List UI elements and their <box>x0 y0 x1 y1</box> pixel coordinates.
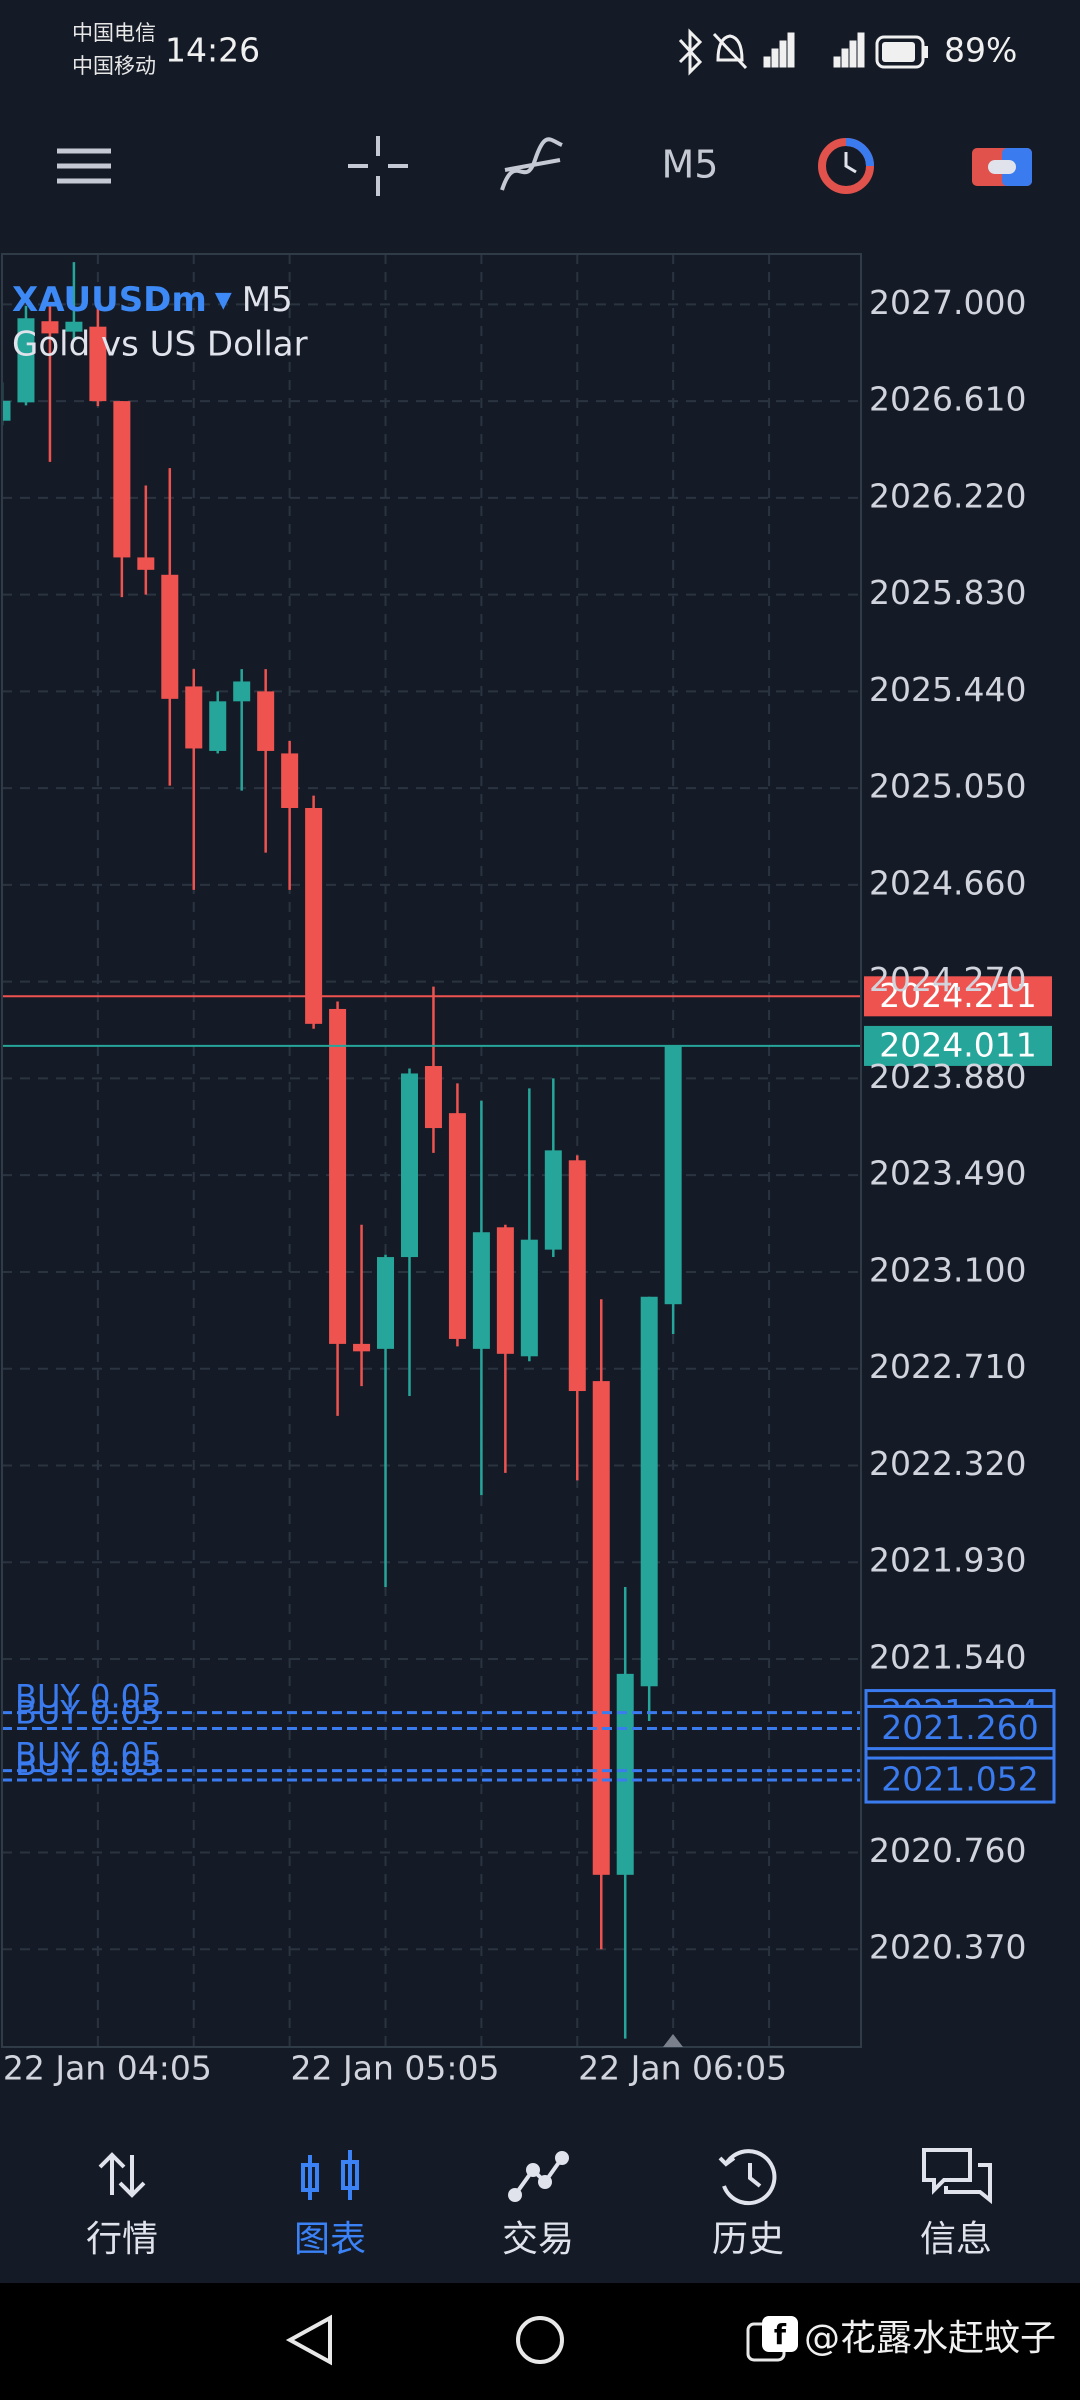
bid-tag <box>864 976 1052 1017</box>
y-tick-label: 2020.760 <box>869 1831 1026 1870</box>
candle-body <box>472 1232 490 1349</box>
candle-body <box>233 681 251 702</box>
candle-body <box>640 1296 658 1687</box>
candle-body <box>185 686 203 749</box>
plot-frame <box>1 253 862 2048</box>
back-button[interactable] <box>285 2314 332 2366</box>
current-bar-marker <box>663 2034 683 2047</box>
order-price-label: 2021.052 <box>881 1760 1038 1799</box>
y-tick-label: 2021.540 <box>869 1637 1026 1676</box>
candle-body <box>544 1150 562 1250</box>
one-click-button[interactable] <box>972 148 1032 186</box>
indicators-button[interactable] <box>500 137 563 191</box>
timeframe-button[interactable]: M5 <box>662 143 719 187</box>
candle-body <box>448 1113 466 1339</box>
candle-body <box>281 753 299 809</box>
home-button[interactable] <box>516 2316 564 2364</box>
plot-area <box>2 254 861 2047</box>
order-price-tag <box>864 1704 1056 1752</box>
crosshair-button[interactable] <box>348 136 408 196</box>
y-tick-label: 2025.830 <box>869 573 1026 612</box>
y-tick-label: 2025.050 <box>869 767 1026 806</box>
candle-body <box>353 1343 371 1352</box>
watermark: @花露水赶蚊子 <box>804 2318 1056 2359</box>
order-price-label: 2021.260 <box>881 1708 1038 1747</box>
candle-body <box>592 1381 610 1875</box>
candle-body <box>89 326 107 402</box>
chart-header: XAUUSDm ▼ M5 <box>12 280 293 320</box>
y-tick-label: 2024.660 <box>869 863 1026 902</box>
order-label[interactable]: BUY 0.05 <box>15 1693 161 1731</box>
chart-timeframe: M5 <box>242 280 293 320</box>
ask-tag-label: 2024.011 <box>879 1025 1036 1064</box>
candle-body <box>400 1073 418 1258</box>
y-tick-label: 2023.100 <box>869 1250 1026 1289</box>
nav-icons <box>98 2148 992 2206</box>
y-tick-label: 2026.610 <box>869 380 1026 419</box>
nav-item-label[interactable]: 图表 <box>294 2219 366 2260</box>
candle-body <box>496 1227 514 1354</box>
x-tick-label: 22 Jan 04:05 <box>3 2049 212 2088</box>
candle-body <box>424 1066 442 1129</box>
order-label[interactable]: BUY 0.05 <box>15 1736 161 1774</box>
carrier: 中国移动 <box>72 54 156 78</box>
y-tick-label: 2020.370 <box>869 1928 1026 1967</box>
candle-body <box>41 321 59 334</box>
candle-body <box>377 1257 395 1349</box>
candle-body <box>568 1160 586 1392</box>
candle-body <box>616 1673 634 1875</box>
carrier: 中国电信 <box>72 21 156 45</box>
order-price-tag <box>864 1756 1056 1804</box>
menu-button[interactable] <box>57 148 111 184</box>
candle-body <box>257 691 275 751</box>
candle-body <box>65 321 83 332</box>
watermark-icon: f <box>746 2316 798 2362</box>
nav-item-label[interactable]: 历史 <box>712 2219 784 2260</box>
status-icons <box>678 28 928 76</box>
order-label[interactable]: BUY 0.05 <box>15 1745 161 1783</box>
nav-item-label[interactable]: 信息 <box>920 2219 992 2260</box>
ask-tag <box>864 1025 1052 1066</box>
system-nav-bar <box>0 2283 1080 2400</box>
trade-clock-button[interactable] <box>818 138 874 194</box>
nav-item-label[interactable]: 交易 <box>502 2219 574 2260</box>
order-label[interactable]: BUY 0.05 <box>15 1678 161 1716</box>
candle-body <box>161 574 179 699</box>
candle-body <box>664 1045 682 1305</box>
candle-body <box>2 400 11 421</box>
symbol-description: Gold vs US Dollar <box>12 325 308 365</box>
candle-body <box>137 557 155 570</box>
candle-body <box>329 1008 347 1344</box>
y-tick-label: 2026.220 <box>869 476 1026 515</box>
y-tick-label: 2022.710 <box>869 1347 1026 1386</box>
y-tick-label: 2023.490 <box>869 1154 1026 1193</box>
symbol-dropdown[interactable]: ▼ <box>215 288 232 313</box>
svg-text:f: f <box>774 2318 787 2351</box>
y-tick-label: 2023.880 <box>869 1057 1026 1096</box>
clock: 14:26 <box>165 31 260 70</box>
nav-item-label[interactable]: 行情 <box>86 2219 158 2260</box>
y-tick-label: 2022.320 <box>869 1444 1026 1483</box>
bid-tag-label: 2024.211 <box>879 976 1036 1015</box>
battery-level: 89% <box>944 31 1017 70</box>
symbol[interactable]: XAUUSDm <box>12 280 207 320</box>
bottom-nav: 行情 图表 交易 历史 信息 <box>86 2148 992 2260</box>
candle-body <box>17 318 35 403</box>
y-tick-label: 2025.440 <box>869 670 1026 709</box>
candle-body <box>305 808 323 1024</box>
x-tick-label: 22 Jan 05:05 <box>291 2049 500 2088</box>
candle-body <box>520 1239 538 1357</box>
y-tick-label: 2021.930 <box>869 1541 1026 1580</box>
x-tick-label: 22 Jan 06:05 <box>578 2049 787 2088</box>
candle-body <box>113 401 131 558</box>
y-tick-label: 2027.000 <box>869 283 1026 322</box>
candle-body <box>209 701 227 751</box>
y-tick-label: 2024.270 <box>869 960 1026 999</box>
